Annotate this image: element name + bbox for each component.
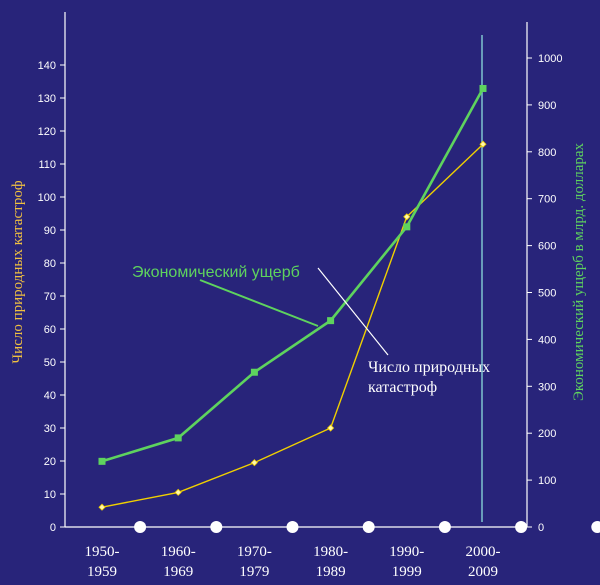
disasters-annotation-line1: Число природных bbox=[368, 359, 490, 376]
disasters-leader bbox=[317, 267, 389, 356]
left-tick-label: 10 bbox=[44, 489, 56, 501]
x-axis-dot bbox=[591, 521, 600, 533]
left-tick-label: 0 bbox=[50, 522, 56, 534]
left-tick-label: 90 bbox=[44, 225, 56, 237]
economic-damage-point bbox=[403, 223, 411, 231]
left-tick-label: 130 bbox=[38, 93, 56, 105]
economic-damage-point bbox=[250, 368, 258, 376]
right-tick-label: 100 bbox=[538, 475, 556, 487]
x-tick-label: 1960- bbox=[161, 544, 196, 560]
left-tick-label: 140 bbox=[38, 60, 56, 72]
x-tick-label: 1970- bbox=[237, 544, 272, 560]
x-axis-ticks: 1950- 1959 1960- 1969 1970- 1979 1980- 1989 1990… bbox=[85, 521, 600, 580]
x-axis-dot bbox=[286, 521, 299, 533]
x-tick-label: 1990- bbox=[389, 544, 424, 560]
left-tick-label: 110 bbox=[38, 159, 56, 171]
disasters-count-point bbox=[327, 424, 335, 432]
left-tick-label: 100 bbox=[38, 192, 56, 204]
disasters-count-point bbox=[174, 488, 182, 496]
x-tick-label: 2000- bbox=[466, 544, 501, 560]
disasters-count-point bbox=[250, 459, 258, 467]
disasters-count-point bbox=[479, 140, 487, 148]
x-tick-label: 1980- bbox=[313, 544, 348, 560]
economic-damage-leader bbox=[199, 279, 319, 327]
x-tick-label: 1999 bbox=[392, 564, 422, 580]
left-axis-title: Число природных катастроф bbox=[10, 180, 26, 363]
right-tick-label: 500 bbox=[538, 288, 556, 300]
right-tick-label: 700 bbox=[538, 194, 556, 206]
left-tick-label: 20 bbox=[44, 456, 56, 468]
disasters-count-point bbox=[403, 213, 411, 221]
right-axis-ticks: 0 100 200 300 400 500 600 700 800 900 1000 bbox=[527, 53, 562, 534]
x-tick-label: 1979 bbox=[239, 564, 269, 580]
x-axis-dot bbox=[134, 521, 147, 533]
disasters-count-line bbox=[101, 143, 484, 508]
x-tick-label: 2009 bbox=[468, 564, 498, 580]
right-tick-label: 0 bbox=[538, 522, 544, 534]
right-axis-title: Экономический ущерб в млрд. долларах bbox=[571, 142, 587, 401]
left-axis-ticks: 0 10 20 30 40 50 60 70 80 90 100 110 120 130 140 bbox=[38, 60, 65, 534]
x-tick-label: 1969 bbox=[163, 564, 193, 580]
left-tick-label: 120 bbox=[38, 126, 56, 138]
economic-damage-point bbox=[98, 457, 106, 465]
right-tick-label: 1000 bbox=[538, 53, 562, 65]
economic-damage-line bbox=[101, 87, 485, 463]
economic-damage-point bbox=[479, 84, 487, 92]
x-axis-dot bbox=[362, 521, 375, 533]
left-tick-label: 40 bbox=[44, 390, 56, 402]
left-tick-label: 70 bbox=[44, 291, 56, 303]
left-tick-label: 60 bbox=[44, 324, 56, 336]
x-axis-dot bbox=[210, 521, 223, 533]
x-tick-label: 1950- bbox=[85, 544, 120, 560]
right-tick-label: 600 bbox=[538, 241, 556, 253]
series-layer bbox=[98, 84, 487, 511]
right-tick-label: 300 bbox=[538, 381, 556, 393]
economic-damage-annotation: Экономический ущерб bbox=[132, 264, 300, 281]
disasters-count-point bbox=[98, 503, 106, 511]
right-tick-label: 900 bbox=[538, 100, 556, 112]
right-tick-label: 400 bbox=[538, 334, 556, 346]
x-tick-label: 1989 bbox=[316, 564, 346, 580]
left-tick-label: 30 bbox=[44, 423, 56, 435]
disasters-annotation-line2: катастроф bbox=[368, 379, 437, 396]
x-axis-dot bbox=[438, 521, 451, 533]
right-tick-label: 800 bbox=[538, 147, 556, 159]
left-tick-label: 50 bbox=[44, 357, 56, 369]
right-tick-label: 200 bbox=[538, 428, 556, 440]
left-tick-label: 80 bbox=[44, 258, 56, 270]
economic-damage-point bbox=[174, 434, 182, 442]
x-axis-dot bbox=[515, 521, 528, 533]
x-tick-label: 1959 bbox=[87, 564, 117, 580]
economic-damage-point bbox=[327, 317, 335, 325]
